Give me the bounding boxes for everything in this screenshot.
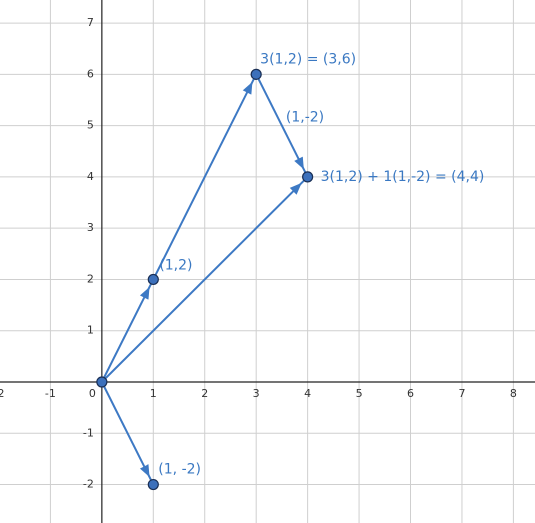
x-tick-label: -2 (0, 387, 4, 400)
y-tick-label: 3 (87, 221, 94, 234)
x-tick-label: 3 (253, 387, 260, 400)
y-tick-label: 4 (87, 170, 94, 183)
x-tick-label: 0 (89, 387, 96, 400)
x-tick-label: 6 (407, 387, 414, 400)
vector-arrow (152, 73, 258, 280)
x-tick-label: 1 (150, 387, 157, 400)
point (96, 376, 108, 388)
x-tick-label: -1 (45, 387, 56, 400)
point-label: 3(1,2) = (3,6) (260, 51, 356, 67)
y-tick-label: 5 (87, 119, 94, 132)
vector-arrow (255, 73, 309, 178)
y-tick-label: -1 (83, 426, 94, 439)
point (302, 171, 314, 183)
x-tick-label: 2 (201, 387, 208, 400)
point (250, 68, 262, 80)
y-tick-label: 7 (87, 16, 94, 29)
vector-arrow (100, 381, 155, 485)
point-label: 3(1,2) + 1(1,-2) = (4,4) (321, 169, 485, 185)
x-tick-label: 4 (304, 387, 311, 400)
x-tick-label: 5 (356, 387, 363, 400)
point-label: (1, -2) (158, 462, 201, 478)
vector-arrow (101, 176, 309, 383)
vector-arrow (100, 278, 155, 383)
y-tick-label: 2 (87, 272, 94, 285)
y-tick-label: 1 (87, 324, 94, 337)
point-label: (1,2) (159, 257, 192, 273)
point (147, 478, 159, 491)
x-tick-label: 8 (510, 387, 517, 400)
y-tick-label: 6 (87, 67, 94, 80)
x-tick-label: 7 (458, 387, 465, 400)
vector-label: (1,-2) (286, 110, 324, 126)
point (147, 273, 159, 286)
y-tick-label: -2 (83, 478, 94, 491)
